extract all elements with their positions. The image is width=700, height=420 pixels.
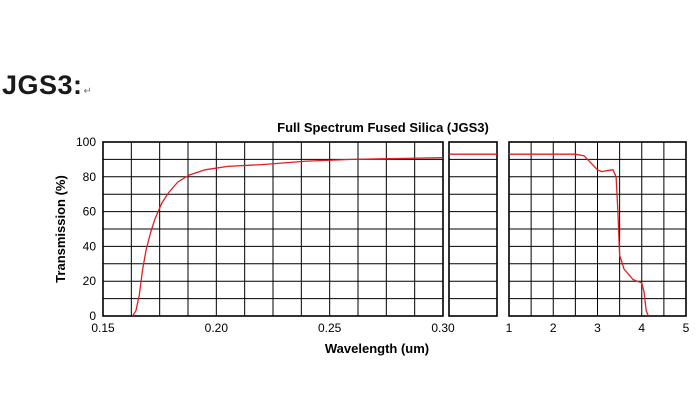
x-tick-label: 0.30 bbox=[431, 321, 455, 335]
x-tick-label: 0.20 bbox=[205, 321, 229, 335]
page-heading: JGS3:↵ bbox=[2, 70, 92, 101]
series-line-uv bbox=[131, 157, 444, 317]
panel-uv: 0.15 0.20 0.25 0.30 bbox=[91, 141, 455, 335]
chart-panels: 0.15 0.20 0.25 0.30 1 2 3 4 5 bbox=[91, 141, 690, 335]
panel-frame bbox=[448, 141, 498, 317]
y-tick-label: 20 bbox=[83, 274, 97, 288]
x-tick-label: 1 bbox=[506, 321, 513, 335]
chart-title: Full Spectrum Fused Silica (JGS3) bbox=[277, 120, 489, 135]
panel-ir: 1 2 3 4 5 bbox=[506, 141, 690, 335]
x-tick-label: 5 bbox=[683, 321, 690, 335]
x-tick-label: 3 bbox=[594, 321, 601, 335]
y-axis-ticks: 0 20 40 60 80 100 bbox=[76, 135, 96, 323]
series-line-ir bbox=[509, 153, 649, 317]
x-tick-label: 0.15 bbox=[91, 321, 115, 335]
x-tick-label: 0.25 bbox=[318, 321, 342, 335]
y-axis-label: Transmission (%) bbox=[53, 175, 68, 283]
heading-text: JGS3: bbox=[2, 70, 83, 100]
x-tick-label: 4 bbox=[638, 321, 645, 335]
y-tick-label: 100 bbox=[76, 135, 96, 149]
panel-mid bbox=[448, 141, 498, 317]
x-tick-label: 2 bbox=[550, 321, 557, 335]
x-axis-label: Wavelength (um) bbox=[325, 341, 429, 356]
paragraph-mark-icon: ↵ bbox=[83, 86, 93, 97]
panel-frame bbox=[102, 141, 444, 317]
panel-frame bbox=[508, 141, 687, 317]
y-tick-label: 40 bbox=[83, 239, 97, 253]
y-tick-label: 80 bbox=[83, 170, 97, 184]
y-tick-label: 60 bbox=[83, 205, 97, 219]
y-tick-label: 0 bbox=[89, 309, 96, 323]
